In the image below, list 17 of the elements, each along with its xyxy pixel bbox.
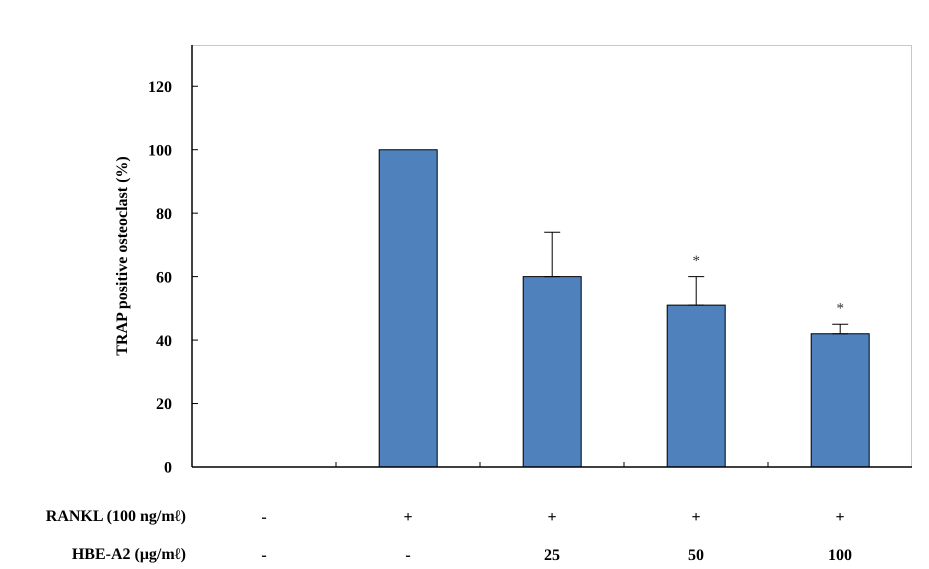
y-tick-label: 100	[148, 142, 172, 160]
category-label: + 100	[828, 509, 852, 564]
y-tick-label: 0	[164, 460, 172, 477]
text: HBE-A2 (μg/mℓ)	[72, 546, 186, 563]
y-axis-title: TRAP positive osteoclast (%)	[114, 156, 131, 356]
y-tick-label: 20	[156, 396, 172, 414]
y-tick-label: 60	[156, 269, 172, 286]
y-tick-label: 40	[156, 332, 172, 350]
y-tick-label: 80	[156, 206, 172, 223]
data-label: *	[836, 301, 844, 318]
category-label: + 50	[688, 509, 704, 564]
category-label: + -	[403, 509, 413, 564]
category-label: + 25	[544, 509, 560, 564]
category-label: - -	[261, 509, 267, 564]
text: RANKL (100 ng/mℓ)	[46, 508, 186, 525]
y-tick-label: 120	[148, 78, 172, 96]
data-label: *	[692, 254, 700, 270]
